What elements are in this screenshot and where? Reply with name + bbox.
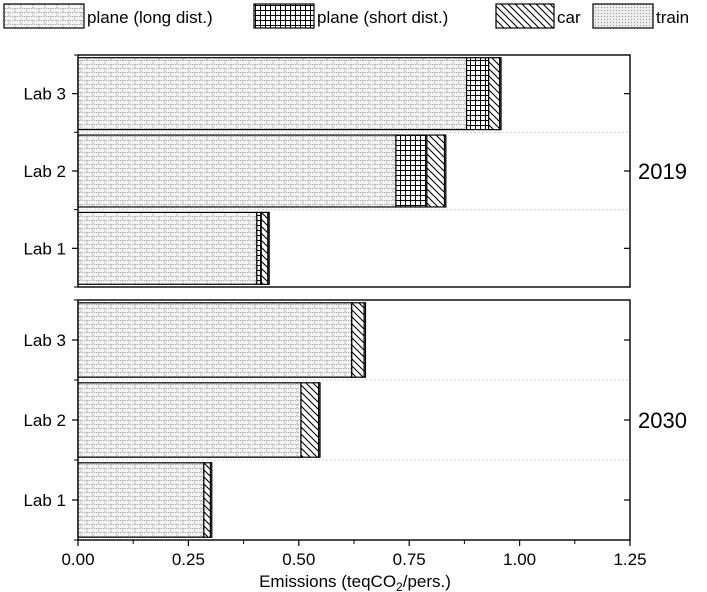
bar-2030-lab-1-plane-long-dist [77, 462, 205, 538]
x-axis-title: Emissions (teqCO2/pers.) [259, 572, 451, 592]
x-tick-label: 0.50 [282, 550, 315, 569]
category-label: Lab 1 [23, 491, 66, 510]
x-tick-label: 0.00 [61, 550, 94, 569]
bar-2030-lab-3-train [363, 302, 367, 378]
bar-2019-lab-1-train [267, 211, 270, 285]
legend-item-car: car [495, 3, 581, 29]
legend-label: car [557, 8, 581, 27]
bar-2019-lab-3-plane-long-dist [77, 57, 468, 131]
bar-2019-lab-1-plane-long-dist [77, 211, 258, 285]
x-axis: 0.00 0.25 0.50 0.75 1.00 1.25 [61, 540, 647, 569]
panel-2019: Lab 3 Lab 2 Lab 1 2019 [23, 54, 687, 288]
panel-2030: Lab 3 Lab 2 Lab 1 2030 [23, 299, 687, 541]
bar-2019-lab-2-plane-long-dist [77, 134, 397, 208]
legend-swatch-brick [3, 3, 85, 29]
bar-2019-lab-3-car [488, 57, 501, 131]
legend-label: plane (short dist.) [317, 8, 448, 27]
bar-2019-lab-3-train [499, 57, 502, 131]
panel-year-label: 2030 [638, 408, 687, 433]
legend-label: plane (long dist.) [87, 8, 213, 27]
category-label: Lab 2 [23, 162, 66, 181]
legend-swatch-grid [253, 3, 315, 29]
bar-2030-lab-2-train [318, 382, 321, 458]
bar-2019-lab-3-plane-short-dist [466, 57, 490, 131]
legend: plane (long dist.) plane (short dist.) car… [3, 3, 689, 29]
legend-item-train: train [592, 3, 689, 29]
legend-swatch-dots [592, 3, 654, 29]
bar-2030-lab-1-car [203, 462, 212, 538]
bar-2030-lab-2-plane-long-dist [77, 382, 302, 458]
x-tick-label: 0.75 [393, 550, 426, 569]
x-tick-label: 0.25 [172, 550, 205, 569]
bar-2030-lab-3-plane-long-dist [77, 302, 353, 378]
bar-2030-lab-3-car [351, 302, 365, 378]
x-tick-label: 1.25 [613, 550, 646, 569]
bar-2019-lab-1-car [260, 211, 269, 285]
bar-2019-lab-2-train [443, 134, 447, 208]
bar-2019-lab-2-car [426, 134, 446, 208]
panel-year-label: 2019 [638, 159, 687, 184]
legend-item-plane-short-dist: plane (short dist.) [253, 3, 448, 29]
x-tick-label: 1.00 [503, 550, 536, 569]
panel-frame [77, 54, 631, 288]
bar-2030-lab-2-car [300, 382, 320, 458]
category-label: Lab 3 [23, 331, 66, 350]
legend-swatch-diagonal [495, 3, 555, 29]
bar-2019-lab-1-plane-short-dist [256, 211, 262, 285]
plot-area: Lab 3 Lab 2 Lab 1 2019 Lab 3 Lab 2 Lab 1 2030 0.… [23, 54, 687, 569]
legend-label: train [656, 8, 689, 27]
category-label: Lab 1 [23, 239, 66, 258]
bar-2030-lab-1-train [209, 462, 213, 538]
category-label: Lab 2 [23, 411, 66, 430]
bar-2019-lab-2-plane-short-dist [395, 134, 428, 208]
category-label: Lab 3 [23, 85, 66, 104]
legend-item-plane-long-dist: plane (long dist.) [3, 3, 213, 29]
